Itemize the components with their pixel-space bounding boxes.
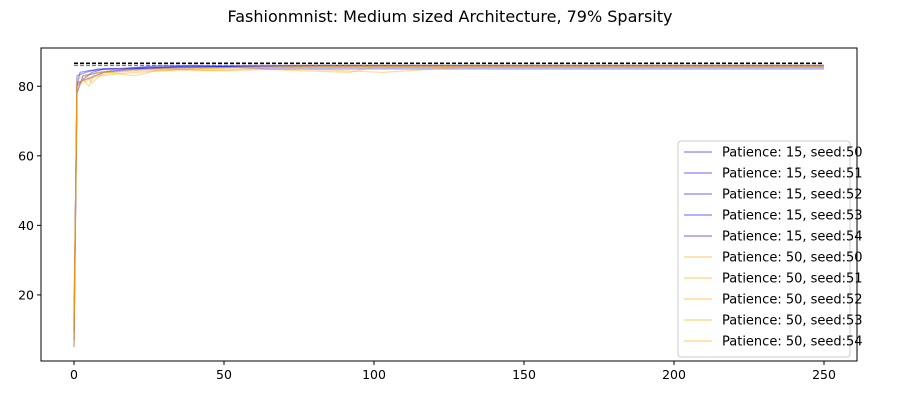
legend: Patience: 15, seed:50 Patience: 15, seed:… (677, 140, 863, 358)
legend-label-2: Patience: 15, seed:51 (722, 167, 863, 182)
x-tick-label-150: 150 (512, 367, 536, 382)
x-tick-label-100: 100 (362, 367, 386, 382)
series-line-8 (73, 65, 824, 337)
legend-label-4: Patience: 15, seed:53 (722, 209, 863, 224)
legend-label-1: Patience: 15, seed:50 (722, 146, 863, 161)
y-tick-label-20: 20 (18, 287, 34, 302)
legend-label-8: Patience: 50, seed:52 (722, 293, 863, 308)
legend-label-3: Patience: 15, seed:52 (722, 188, 863, 203)
legend-label-5: Patience: 15, seed:54 (722, 230, 863, 245)
series-line-2 (73, 64, 824, 334)
series-line-7 (73, 66, 824, 316)
axes-layer: 0 50 100 150 200 250 20 40 60 80 (18, 79, 836, 382)
x-tick-label-0: 0 (70, 367, 78, 382)
y-tick-label-60: 60 (18, 148, 34, 163)
legend-box (677, 140, 851, 358)
series-line-5 (73, 65, 824, 330)
legend-label-10: Patience: 50, seed:54 (722, 335, 863, 350)
legend-label-7: Patience: 50, seed:51 (722, 272, 863, 287)
plot-frame (40, 47, 858, 362)
legend-label-6: Patience: 50, seed:50 (722, 251, 863, 266)
series-line-1 (73, 64, 824, 348)
chart-title: Fashionmnist: Medium sized Architecture,… (228, 7, 673, 26)
x-tick-label-200: 200 (662, 367, 686, 382)
series-line-10 (73, 65, 824, 348)
y-tick-label-80: 80 (18, 79, 34, 94)
y-tick-label-40: 40 (18, 218, 34, 233)
legend-label-9: Patience: 50, seed:53 (722, 314, 863, 329)
plot-layer (73, 62, 824, 348)
x-tick-label-250: 250 (812, 367, 836, 382)
x-tick-label-50: 50 (216, 367, 232, 382)
series-line-6 (73, 66, 824, 344)
